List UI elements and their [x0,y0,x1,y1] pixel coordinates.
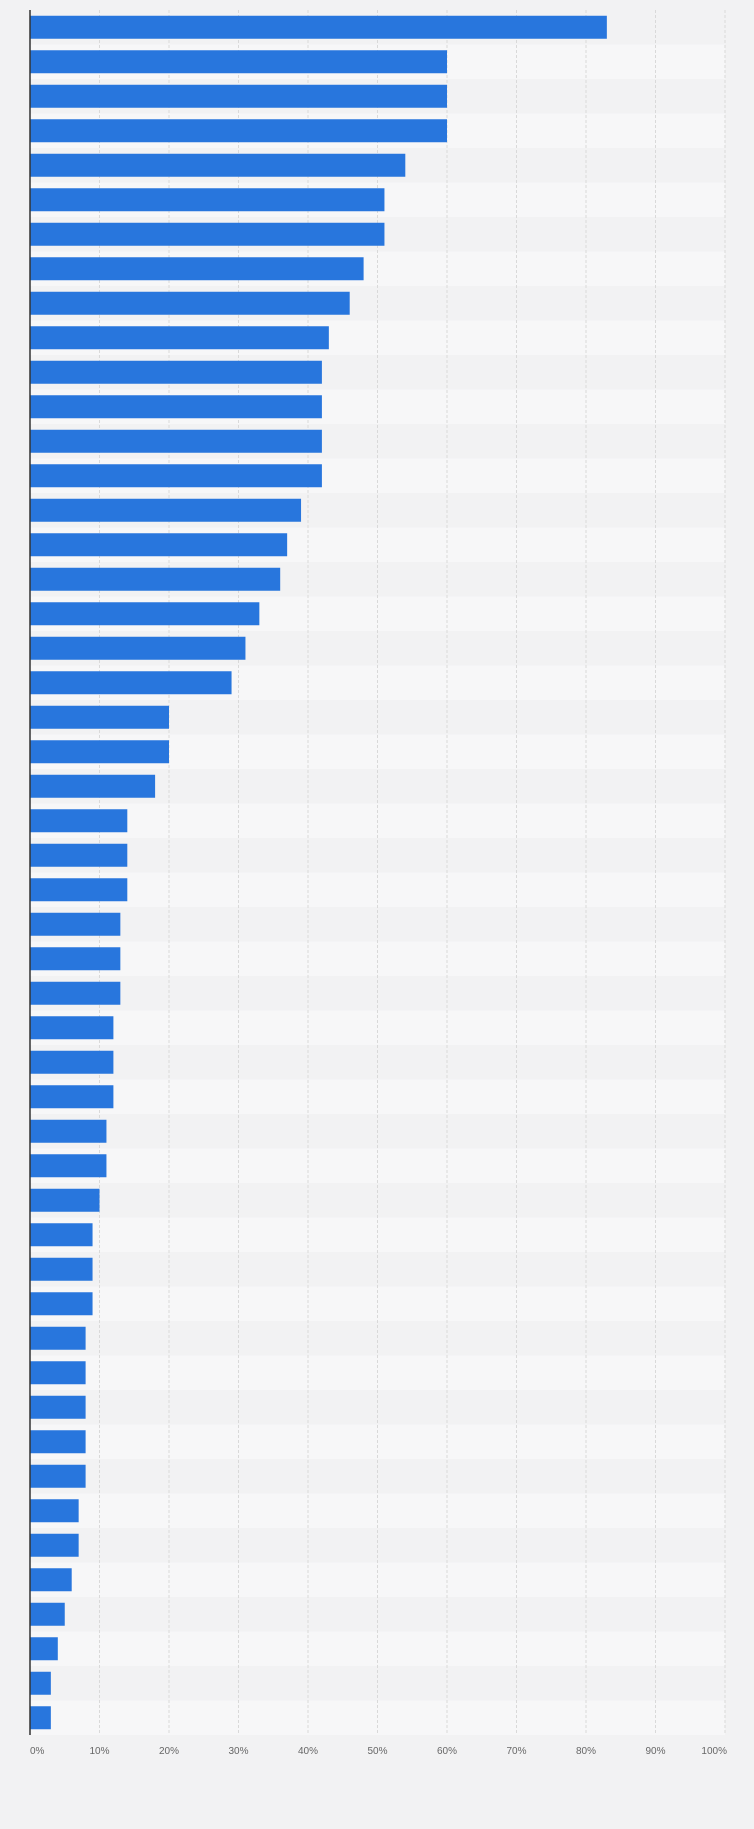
bar: 51% [30,222,385,246]
bar: 46% [30,291,350,315]
bar: 3% [30,1706,51,1730]
bar: 8% [30,1464,86,1488]
bar: 8% [30,1326,86,1350]
bar: 3% [30,1671,51,1695]
bar: 13% [30,912,121,936]
x-tick-label: 100% [701,1746,727,1757]
bar: 8% [30,1430,86,1454]
bar: 60% [30,84,447,108]
x-tick-label: 70% [506,1746,526,1757]
x-tick-label: 60% [437,1746,457,1757]
bar: 10% [30,1188,100,1212]
bar: 36% [30,567,281,591]
bar: 8% [30,1395,86,1419]
x-tick-label: 10% [89,1746,109,1757]
bar: 39% [30,498,302,522]
bar: 11% [30,1154,107,1178]
bar: 29% [30,671,232,695]
bar: 20% [30,705,169,729]
x-axis-ticks: 0% 10% 20% 30% 40% 50% 60% 70% 80% 90% 100% [30,1746,727,1757]
bar: 20% [30,740,169,764]
bar: 13% [30,981,121,1005]
bar: 7% [30,1533,79,1557]
bar: 60% [30,50,447,74]
bar: 43% [30,326,329,350]
x-tick-label: 30% [228,1746,248,1757]
x-tick-label: 90% [645,1746,665,1757]
x-tick-label: 40% [298,1746,318,1757]
bar: 5% [30,1602,65,1626]
bar: 13% [30,947,121,971]
bar: 9% [30,1292,93,1316]
bar: 14% [30,809,128,833]
x-tick-label: 80% [576,1746,596,1757]
x-tick-label: 20% [159,1746,179,1757]
bar: 12% [30,1016,114,1040]
bar: 54% [30,153,406,177]
bar: 37% [30,533,288,557]
bar: 42% [30,360,322,384]
x-tick-label: 0% [30,1746,45,1757]
bars: 83% 60% 60% 60% 54% 51% 51% 48% 46% 43% 42% 42% 42% 4… [30,15,607,1730]
bar: 60% [30,119,447,143]
bar: 14% [30,878,128,902]
bar: 18% [30,774,156,798]
bar: 8% [30,1361,86,1385]
bar: 83% [30,15,607,39]
bar: 33% [30,602,260,626]
bar: 6% [30,1568,72,1592]
bar: 7% [30,1499,79,1523]
bar: 14% [30,843,128,867]
bar: 51% [30,188,385,212]
bar: 4% [30,1637,58,1661]
bar: 11% [30,1119,107,1143]
bar: 12% [30,1050,114,1074]
bar: 9% [30,1257,93,1281]
x-tick-label: 50% [367,1746,387,1757]
bar: 31% [30,636,246,660]
bar: 12% [30,1085,114,1109]
bar: 42% [30,395,322,419]
bar: 48% [30,257,364,281]
bar: 42% [30,464,322,488]
bar: 42% [30,429,322,453]
bar: 9% [30,1223,93,1247]
